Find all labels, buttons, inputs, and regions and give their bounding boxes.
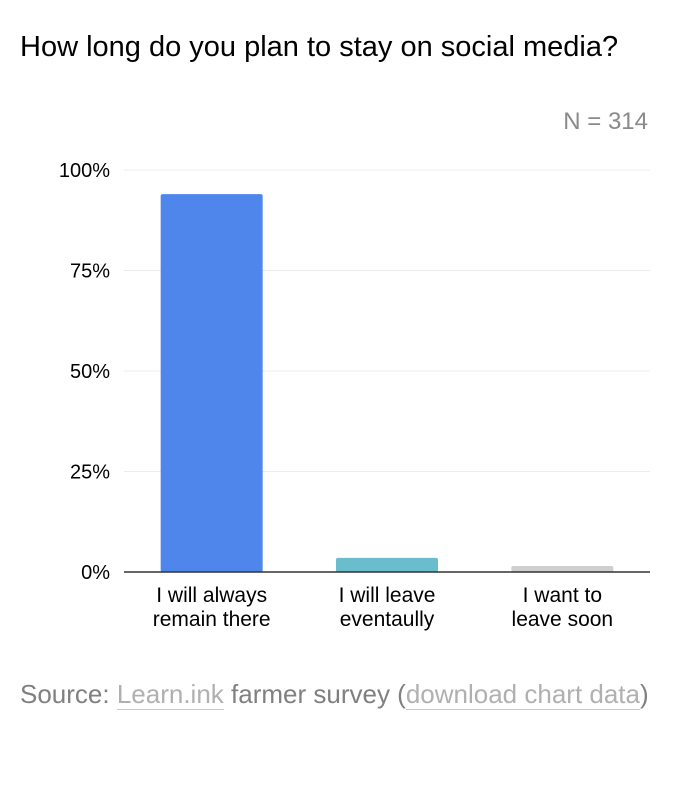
bars — [160, 194, 614, 572]
y-axis-ticks: 0% 25% 50% 75% 100% — [59, 160, 110, 584]
chart-title: How long do you plan to stay on social m… — [20, 31, 619, 63]
y-tick-label: 75% — [70, 261, 110, 283]
source-prefix: Source: — [20, 679, 117, 709]
bar — [336, 557, 438, 572]
x-axis-labels: I will always remain there I will leave eve… — [153, 584, 613, 631]
source-note: Source: Learn.ink farmer survey (downloa… — [20, 676, 670, 712]
x-tick-label: I want to leave soon — [512, 584, 614, 631]
download-chart-data-link[interactable]: download chart data — [405, 679, 640, 710]
x-tick-label: I will always remain there — [153, 584, 271, 631]
y-tick-label: 0% — [81, 562, 110, 584]
source-middle: farmer survey ( — [223, 679, 406, 709]
x-tick-label: I will leave eventaully — [339, 584, 436, 631]
bar-chart: 0% 25% 50% 75% 100% I will always remain ther… — [59, 160, 650, 631]
y-tick-label: 100% — [59, 160, 110, 182]
bar — [160, 194, 263, 572]
source-suffix: ) — [640, 679, 649, 709]
bar — [511, 565, 614, 572]
learn-ink-link[interactable]: Learn.ink — [116, 679, 224, 710]
y-tick-label: 50% — [70, 361, 110, 383]
y-tick-label: 25% — [70, 462, 110, 484]
sample-size-note: N = 314 — [563, 108, 648, 135]
